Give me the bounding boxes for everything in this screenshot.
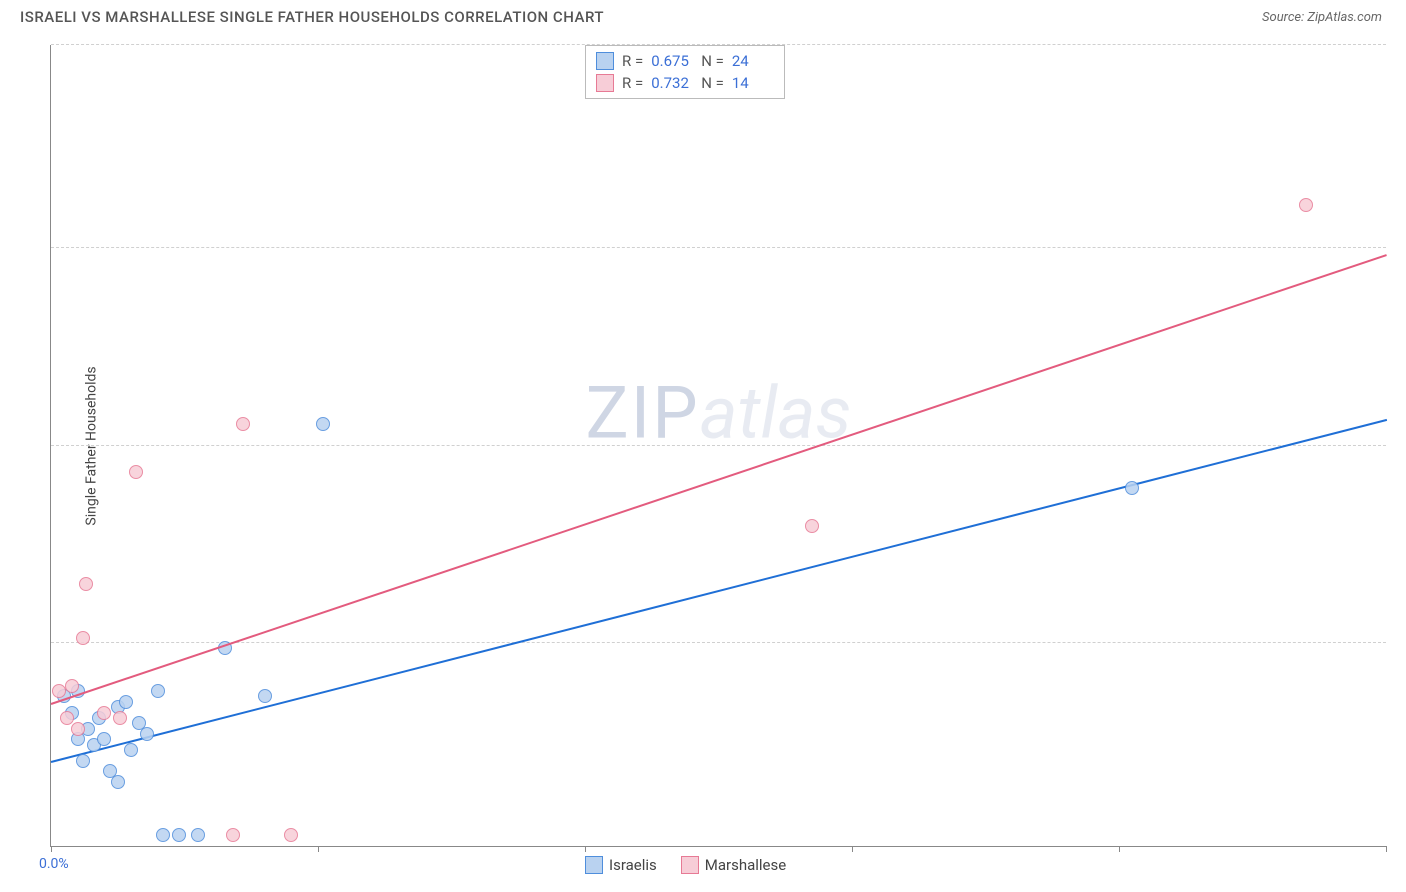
data-point [71, 722, 85, 736]
series-swatch [596, 74, 614, 92]
data-point [236, 417, 250, 431]
series-swatch [596, 52, 614, 70]
x-tick [852, 846, 853, 852]
stats-box: R = 0.675 N = 24 R = 0.732 N = 14 [585, 45, 785, 99]
legend-label: Israelis [609, 856, 657, 874]
data-point [172, 828, 186, 842]
data-point [52, 684, 66, 698]
chart-header: ISRAELI VS MARSHALLESE SINGLE FATHER HOU… [0, 0, 1406, 30]
data-point [805, 519, 819, 533]
chart-source: Source: ZipAtlas.com [1262, 10, 1382, 25]
stat-r-value: 0.675 [651, 52, 693, 70]
data-point [1299, 198, 1313, 212]
stat-r-label: R = [622, 52, 643, 70]
gridline [51, 445, 1386, 446]
chart-plot-area: ZIPatlas 3.8%7.5%11.2%15.0%0.0%50.0%R =0… [50, 45, 1386, 847]
chart-title: ISRAELI VS MARSHALLESE SINGLE FATHER HOU… [20, 8, 604, 26]
stat-r-value: 0.732 [651, 74, 693, 92]
x-max-label: 50.0% [1389, 856, 1406, 872]
legend-item: Israelis [585, 856, 657, 874]
data-point [119, 695, 133, 709]
data-point [111, 775, 125, 789]
y-tick-label: 7.5% [1391, 422, 1406, 438]
watermark: ZIPatlas [585, 371, 851, 456]
stat-r-label: R = [622, 74, 643, 92]
data-point [79, 577, 93, 591]
data-point [76, 631, 90, 645]
gridline [51, 642, 1386, 643]
gridline [51, 247, 1386, 248]
data-point [97, 732, 111, 746]
legend-item: Marshallese [681, 856, 786, 874]
trend-line [51, 419, 1387, 763]
y-tick-label: 3.8% [1391, 619, 1406, 635]
data-point [129, 465, 143, 479]
x-tick [1386, 846, 1387, 852]
data-point [316, 417, 330, 431]
x-tick [585, 846, 586, 852]
data-point [1125, 481, 1139, 495]
data-point [113, 711, 127, 725]
x-tick [1119, 846, 1120, 852]
stat-n-value: 14 [732, 74, 774, 92]
data-point [124, 743, 138, 757]
legend: Israelis Marshallese [585, 856, 786, 874]
x-min-label: 0.0% [39, 856, 69, 872]
data-point [76, 754, 90, 768]
data-point [191, 828, 205, 842]
data-point [97, 706, 111, 720]
y-tick-label: 15.0% [1391, 21, 1406, 37]
stats-row: R = 0.675 N = 24 [596, 50, 774, 72]
stat-n-label: N = [701, 52, 724, 70]
watermark-zip: ZIP [585, 371, 699, 456]
data-point [156, 828, 170, 842]
stat-n-value: 24 [732, 52, 774, 70]
data-point [151, 684, 165, 698]
data-point [258, 689, 272, 703]
data-point [65, 679, 79, 693]
trend-line [51, 254, 1388, 705]
legend-swatch [681, 856, 699, 874]
data-point [226, 828, 240, 842]
y-tick-label: 11.2% [1391, 224, 1406, 240]
data-point [140, 727, 154, 741]
legend-swatch [585, 856, 603, 874]
legend-label: Marshallese [705, 856, 786, 874]
data-point [284, 828, 298, 842]
x-tick [51, 846, 52, 852]
stat-n-label: N = [701, 74, 724, 92]
x-tick [318, 846, 319, 852]
stats-row: R = 0.732 N = 14 [596, 72, 774, 94]
